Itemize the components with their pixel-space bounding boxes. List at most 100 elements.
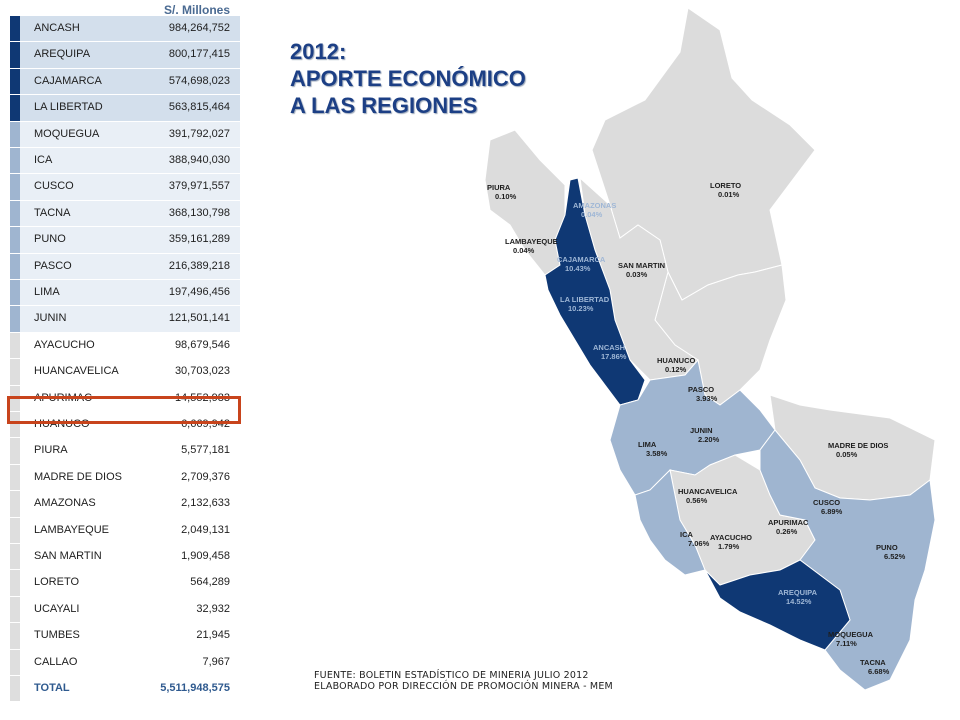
map-label-name: LA LIBERTAD xyxy=(560,295,610,304)
tier-bar xyxy=(10,517,20,543)
region-shape-ica xyxy=(634,468,706,576)
table-row: SAN MARTIN 1,909,458 xyxy=(10,544,240,571)
map-label-name: AMAZONAS xyxy=(573,201,616,210)
region-value: 563,815,464 xyxy=(168,101,230,114)
region-name: HUANCAVELICA xyxy=(34,365,119,378)
tier-bar xyxy=(10,42,20,68)
map-label-name: SAN MARTIN xyxy=(618,261,665,270)
title-line-2: APORTE ECONÓMICO xyxy=(290,66,526,91)
map-label-pct: 0.03% xyxy=(626,270,648,279)
table-row: CUSCO 379,971,557 xyxy=(10,174,240,201)
map-label-name: CAJAMARCA xyxy=(557,255,606,264)
region-value: 5,577,181 xyxy=(181,444,230,457)
region-name: SAN MARTIN xyxy=(34,550,102,562)
tier-bar xyxy=(10,623,20,649)
table-row: MADRE DE DIOS 2,709,376 xyxy=(10,464,240,492)
map-label-name: PUNO xyxy=(876,543,898,552)
tier-bar xyxy=(10,332,20,359)
region-name: LAMBAYEQUE xyxy=(34,523,109,536)
tier-bar xyxy=(10,359,20,385)
region-name: ANCASH xyxy=(34,22,80,34)
map-labels: PIURA0.10%AMAZONAS0.04%LORETO0.01%LAMBAY… xyxy=(487,181,906,676)
map-label-name: PIURA xyxy=(487,183,511,192)
map-label-name: AREQUIPA xyxy=(778,588,818,597)
tier-bar xyxy=(10,174,20,200)
total-value: 5,511,948,575 xyxy=(160,682,230,694)
region-name: TUMBES xyxy=(34,629,80,642)
tier-bar xyxy=(10,544,20,570)
map-label-pct: 17.86% xyxy=(601,352,627,361)
region-name: MOQUEGUA xyxy=(34,127,100,140)
region-value: 800,177,415 xyxy=(168,48,230,61)
map-label-pct: 0.05% xyxy=(836,450,858,459)
map-label-pct: 7.06% xyxy=(688,539,710,548)
tier-bar xyxy=(10,95,20,121)
region-shape-arequipa xyxy=(704,559,851,651)
tier-bar xyxy=(10,121,20,147)
table-row: LAMBAYEQUE 2,049,131 xyxy=(10,517,240,544)
region-value: 368,130,798 xyxy=(168,206,230,219)
region-value: 7,967 xyxy=(202,655,230,668)
region-value: 32,932 xyxy=(196,602,230,615)
map-label-name: LIMA xyxy=(638,440,657,449)
table-row: JUNIN 121,501,141 xyxy=(10,306,240,333)
map-label-pct: 6.68% xyxy=(868,667,890,676)
page-title: 2012: APORTE ECONÓMICO A LAS REGIONES xyxy=(290,38,526,119)
map-label-pct: 0.26% xyxy=(776,527,798,536)
region-value: 2,709,376 xyxy=(181,470,230,483)
table-row: HUANCAVELICA 30,703,023 xyxy=(10,359,240,386)
map-label-name: AYACUCHO xyxy=(710,533,752,542)
tier-bar xyxy=(10,306,20,332)
region-value: 984,264,752 xyxy=(168,22,230,34)
region-value: 574,698,023 xyxy=(168,74,230,87)
table-row: LA LIBERTAD 563,815,464 xyxy=(10,95,240,122)
table-row: PIURA 5,577,181 xyxy=(10,438,240,465)
region-name: LIMA xyxy=(34,286,60,298)
table-row: AREQUIPA 800,177,415 xyxy=(10,42,240,69)
map-label-name: MOQUEGUA xyxy=(828,630,874,639)
tier-bar xyxy=(10,200,20,227)
map-label-name: APURIMAC xyxy=(768,518,809,527)
map-label-name: PASCO xyxy=(688,385,714,394)
tier-bar xyxy=(10,253,20,279)
table-row: LIMA 197,496,456 xyxy=(10,280,240,307)
title-line-3: A LAS REGIONES xyxy=(290,93,478,118)
region-value: 2,132,633 xyxy=(181,497,230,510)
map-label-pct: 0.56% xyxy=(686,496,708,505)
table-row: ANCASH 984,264,752 xyxy=(10,16,240,43)
region-value: 391,792,027 xyxy=(168,127,230,140)
map-label-pct: 0.04% xyxy=(513,246,535,255)
region-name: ICA xyxy=(34,154,53,166)
region-name: PASCO xyxy=(34,259,72,272)
region-value: 564,289 xyxy=(190,576,230,589)
table-row: ICA 388,940,030 xyxy=(10,148,240,175)
tier-bar xyxy=(10,227,20,253)
map-label-name: ANCASH xyxy=(593,343,625,352)
title-year: 2012: xyxy=(290,39,347,64)
map-label-name: LORETO xyxy=(710,181,741,190)
map-label-pct: 10.43% xyxy=(565,264,591,273)
region-value: 1,909,458 xyxy=(181,550,230,562)
region-name: AYACUCHO xyxy=(34,338,95,351)
map-label-pct: 6.52% xyxy=(884,552,906,561)
tier-bar xyxy=(10,16,20,42)
tier-bar xyxy=(10,570,20,596)
tier-bar xyxy=(10,491,20,517)
table-row: MOQUEGUA 391,792,027 xyxy=(10,121,240,148)
region-shape-cusco-puno xyxy=(759,429,936,691)
map-label-pct: 1.79% xyxy=(718,542,740,551)
table-row: PUNO 359,161,289 xyxy=(10,227,240,254)
region-value: 388,940,030 xyxy=(168,154,230,166)
region-name: CALLAO xyxy=(34,655,78,668)
table-row: AYACUCHO 98,679,546 xyxy=(10,332,240,360)
tier-bar xyxy=(10,596,20,623)
table-row: TUMBES 21,945 xyxy=(10,623,240,650)
map-label-name: JUNIN xyxy=(690,426,713,435)
table-header: S/. Millones xyxy=(0,0,242,22)
region-name: CAJAMARCA xyxy=(34,74,102,87)
tier-bar xyxy=(10,148,20,174)
map-label-name: CUSCO xyxy=(813,498,840,507)
region-value: 379,971,557 xyxy=(168,180,230,193)
region-value: 359,161,289 xyxy=(168,233,230,246)
region-value: 30,703,023 xyxy=(174,365,230,378)
